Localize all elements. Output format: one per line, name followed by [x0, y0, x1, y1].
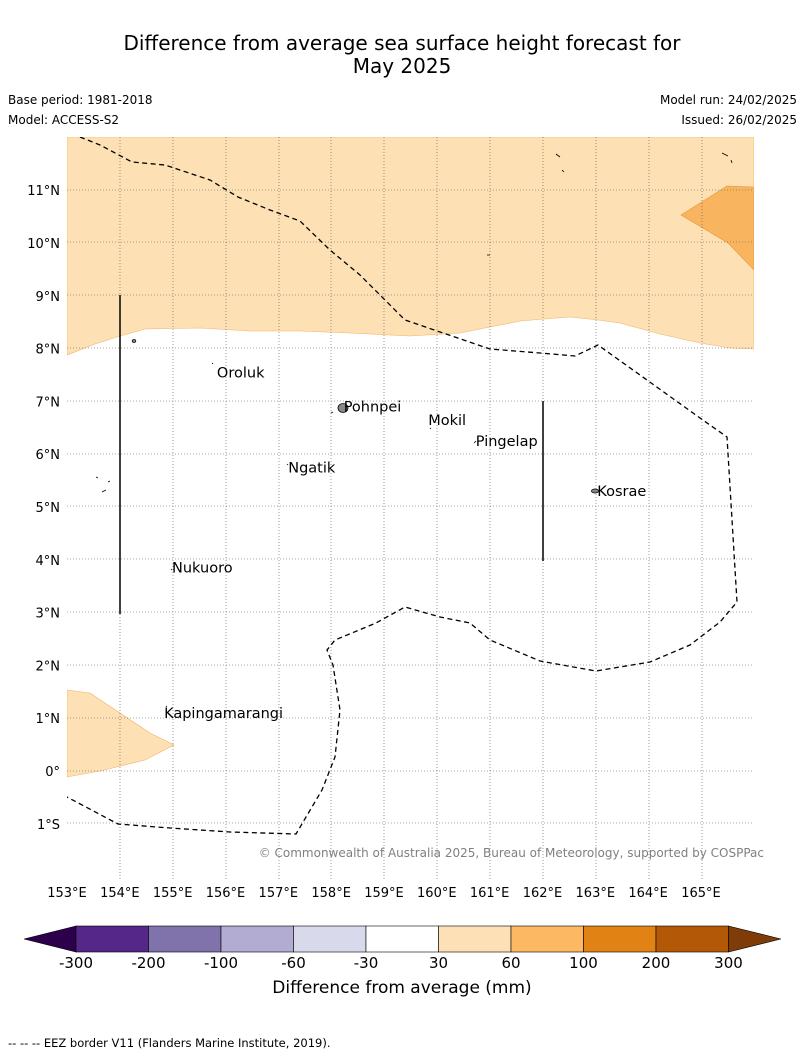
colorbar-segment [220, 925, 294, 953]
place-label-nukuoro: Nukuoro [172, 561, 233, 577]
lon-label: 153°E [47, 886, 87, 901]
eez-border [67, 137, 738, 835]
lon-label: 159°E [364, 886, 404, 901]
lat-label: 0° [45, 765, 60, 780]
pohnpei-island [337, 403, 349, 413]
colorbar-extend-low [23, 925, 77, 953]
colorbar-segment [583, 925, 657, 953]
colorbar-segment [510, 925, 584, 953]
lon-label: 156°E [206, 886, 246, 901]
colorbar-tick: 200 [642, 954, 671, 972]
colorbar-tick: -60 [281, 954, 306, 972]
lat-label: 6°N [36, 448, 61, 463]
place-label-ngatik: Ngatik [288, 460, 336, 476]
lon-label: 165°E [681, 886, 721, 901]
lat-label: 8°N [36, 343, 61, 358]
anomaly-zone-north [67, 137, 754, 356]
colorbar-tick: 300 [714, 954, 743, 972]
lat-label: 11°N [27, 184, 60, 199]
place-label-mokil: Mokil [428, 413, 466, 429]
lat-label: 3°N [36, 607, 61, 622]
lat-label: 1°S [37, 818, 60, 833]
map-area [67, 137, 754, 880]
colorbar-title: Difference from average (mm) [272, 978, 532, 998]
map-title: Difference from average sea surface heig… [0, 32, 804, 78]
lat-label: 2°N [36, 659, 61, 674]
issued-text: Issued: 26/02/2025 [681, 113, 797, 127]
place-label-kosrae: Kosrae [597, 484, 646, 500]
colorbar-tick: 100 [569, 954, 598, 972]
model-text: Model: ACCESS-S2 [8, 113, 120, 127]
lon-label: 155°E [153, 886, 193, 901]
lon-label: 160°E [417, 886, 457, 901]
eez-legend-note: -- -- -- EEZ border V11 (Flanders Marine… [8, 1036, 331, 1050]
lon-label: 162°E [523, 886, 563, 901]
anomaly-zone-southwest [67, 689, 175, 778]
copyright-text: © Commonwealth of Australia 2025, Bureau… [259, 846, 764, 860]
island-marker [487, 152, 733, 256]
lon-label: 163°E [576, 886, 616, 901]
colorbar-segment [438, 925, 512, 953]
anomaly-zone-northeast [680, 185, 754, 271]
colorbar-segment [365, 925, 439, 953]
island-marker [165, 362, 477, 708]
lon-label: 164°E [628, 886, 668, 901]
colorbar-tick: -100 [204, 954, 238, 972]
colorbar [23, 925, 782, 953]
colorbar-extend-high [728, 925, 782, 953]
title-line-2: May 2025 [352, 54, 452, 78]
colorbar-tick: 60 [501, 954, 520, 972]
kosrae-island [591, 488, 599, 494]
graticule [67, 137, 754, 880]
longitude-labels: 153°E 154°E 155°E 156°E 157°E 158°E 159°E 160°E… [47, 886, 720, 901]
place-labels: Oroluk Pohnpei Mokil Pingelap Ngatik Kosrae Nu… [164, 365, 646, 722]
base-period-text: Base period: 1981-2018 [8, 93, 153, 107]
colorbar-tick: -200 [131, 954, 165, 972]
place-label-pingelap: Pingelap [476, 434, 538, 450]
colorbar-tick: -300 [59, 954, 93, 972]
colorbar-tick: 30 [429, 954, 448, 972]
place-label-pohnpei: Pohnpei [344, 400, 402, 416]
lon-label: 158°E [311, 886, 351, 901]
lat-label: 10°N [27, 237, 60, 252]
model-run-text: Model run: 24/02/2025 [659, 93, 797, 107]
lon-label: 161°E [470, 886, 510, 901]
place-label-kapingamarangi: Kapingamarangi [164, 706, 283, 722]
colorbar-segment [655, 925, 729, 953]
island-marker [95, 476, 111, 493]
colorbar-segment [75, 925, 149, 953]
colorbar-segment [148, 925, 222, 953]
colorbar-tick-labels: -300 -200 -100 -60 -30 30 60 100 200 300 [59, 954, 743, 972]
lon-label: 154°E [100, 886, 140, 901]
place-label-oroluk: Oroluk [217, 365, 265, 381]
island-marker [131, 339, 137, 343]
lat-label: 7°N [36, 395, 61, 410]
latitude-labels: 11°N 10°N 9°N 8°N 7°N 6°N 5°N 4°N 3°N 2°N 1°N 0° 1°S [27, 184, 60, 833]
colorbar-segment [293, 925, 367, 953]
lat-label: 5°N [36, 501, 61, 516]
lon-label: 157°E [259, 886, 299, 901]
lat-label: 4°N [36, 554, 61, 569]
islands [95, 152, 733, 708]
title-line-1: Difference from average sea surface heig… [123, 31, 681, 55]
colorbar-tick: -30 [354, 954, 379, 972]
lat-label: 1°N [36, 712, 61, 727]
lat-label: 9°N [36, 290, 61, 305]
